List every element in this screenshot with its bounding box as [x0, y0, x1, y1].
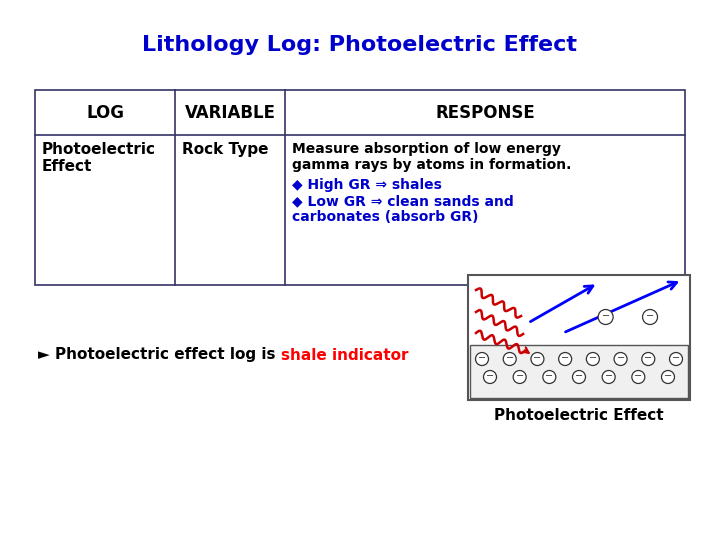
Text: gamma rays by atoms in formation.: gamma rays by atoms in formation. — [292, 158, 572, 172]
Bar — [470, 345, 688, 398]
Text: −: − — [589, 354, 597, 363]
Text: ◆ High GR ⇒ shales: ◆ High GR ⇒ shales — [292, 178, 442, 192]
Circle shape — [475, 353, 488, 366]
Text: −: − — [664, 372, 672, 381]
Text: LOG: LOG — [86, 104, 124, 122]
Bar — [468, 275, 690, 400]
Circle shape — [513, 370, 526, 383]
Circle shape — [531, 353, 544, 366]
Text: Rock Type: Rock Type — [182, 142, 269, 157]
Text: Photoelectric Effect: Photoelectric Effect — [494, 408, 664, 423]
Circle shape — [642, 353, 654, 366]
Text: Effect: Effect — [42, 159, 92, 174]
Text: shale indicator: shale indicator — [281, 348, 408, 362]
Circle shape — [662, 370, 675, 383]
Circle shape — [484, 370, 497, 383]
Text: −: − — [478, 354, 486, 363]
Text: −: − — [575, 372, 583, 381]
Text: −: − — [561, 354, 570, 363]
Circle shape — [642, 309, 657, 325]
Text: −: − — [644, 354, 652, 363]
Bar — [35, 90, 685, 285]
Text: VARIABLE: VARIABLE — [184, 104, 276, 122]
Text: −: − — [634, 372, 642, 381]
Circle shape — [670, 353, 683, 366]
Circle shape — [632, 370, 645, 383]
Text: −: − — [616, 354, 625, 363]
Text: ► Photoelectric effect log is: ► Photoelectric effect log is — [38, 348, 281, 362]
Text: −: − — [486, 372, 494, 381]
Circle shape — [602, 370, 615, 383]
Text: Lithology Log: Photoelectric Effect: Lithology Log: Photoelectric Effect — [143, 35, 577, 55]
Text: −: − — [605, 372, 613, 381]
Text: RESPONSE: RESPONSE — [435, 104, 535, 122]
Text: Measure absorption of low energy: Measure absorption of low energy — [292, 142, 561, 156]
Text: −: − — [534, 354, 541, 363]
Text: −: − — [672, 354, 680, 363]
Text: −: − — [602, 312, 610, 321]
Circle shape — [586, 353, 599, 366]
Text: ◆ Low GR ⇒ clean sands and: ◆ Low GR ⇒ clean sands and — [292, 194, 514, 208]
Circle shape — [614, 353, 627, 366]
Text: carbonates (absorb GR): carbonates (absorb GR) — [292, 210, 479, 224]
Text: −: − — [545, 372, 554, 381]
Circle shape — [559, 353, 572, 366]
Circle shape — [503, 353, 516, 366]
Text: −: − — [505, 354, 514, 363]
Text: Photoelectric: Photoelectric — [42, 142, 156, 157]
Circle shape — [598, 309, 613, 325]
Circle shape — [543, 370, 556, 383]
Text: −: − — [646, 312, 654, 321]
Text: −: − — [516, 372, 523, 381]
Circle shape — [572, 370, 585, 383]
